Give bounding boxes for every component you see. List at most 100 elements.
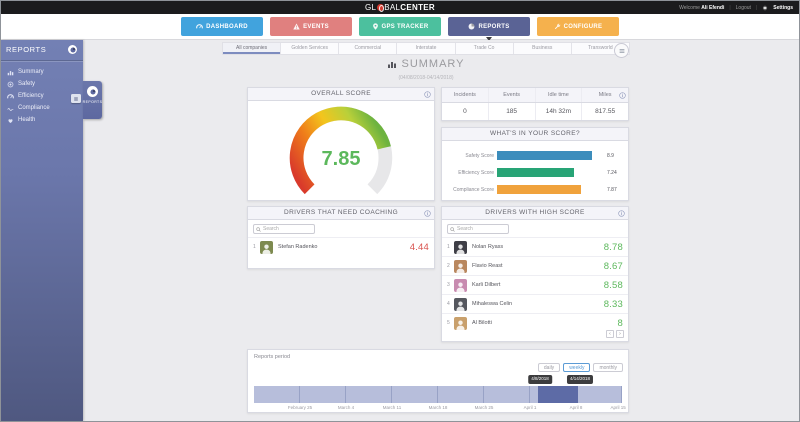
tab-commercial[interactable]: Commercial	[339, 43, 398, 54]
sidebar-pin-button[interactable]	[71, 94, 81, 103]
tab-all-companies[interactable]: All companies	[223, 43, 282, 54]
axis-label: February 25	[287, 405, 313, 410]
driver-rank: 1	[447, 244, 450, 250]
reports-flyout-tab[interactable]: REPORTS	[83, 81, 102, 119]
bar-label: Compliance Score	[453, 186, 494, 193]
tab-golden-services[interactable]: Golden Services	[281, 43, 340, 54]
coaching-driver-list: 1 Stefan Radenko 4.44	[248, 237, 434, 256]
driver-rank: 3	[447, 282, 450, 288]
stats-value-row: 0 185 14h 32m 817.55	[442, 103, 628, 120]
wrench-icon	[554, 23, 561, 30]
info-icon[interactable]	[618, 210, 625, 217]
divider: |	[755, 4, 758, 11]
stats-header: Miles	[581, 88, 628, 102]
overall-score-card: OVERALL SCORE	[247, 87, 435, 201]
stats-value: 14h 32m	[534, 103, 582, 120]
driver-row[interactable]: 5 Al Bilotti 8	[442, 313, 628, 332]
info-icon[interactable]	[619, 92, 626, 99]
bar-track	[497, 185, 604, 194]
nav-dashboard[interactable]: DASHBOARD	[181, 17, 263, 36]
high-score-card: DRIVERS WITH HIGH SCORE 1 Nolan Ryass 8.78…	[441, 206, 629, 342]
username: Ali Efendi	[701, 4, 725, 11]
card-header: DRIVERS WITH HIGH SCORE	[442, 207, 628, 220]
selected-range[interactable]	[538, 386, 579, 403]
high-score-search-input[interactable]	[457, 226, 506, 232]
bar-track	[497, 168, 604, 177]
period-button-weekly[interactable]: weekly	[563, 363, 591, 372]
logout-link[interactable]: Logout	[735, 4, 751, 11]
reports-icon	[68, 45, 77, 54]
period-buttons: daily weekly monthly	[537, 363, 623, 372]
nav-label: GPS TRACKER	[381, 23, 429, 30]
page-title: SUMMARY	[387, 58, 464, 70]
avatar	[454, 297, 467, 311]
stats-value: 817.55	[581, 103, 628, 120]
pager-button[interactable]: ›	[616, 330, 624, 338]
card-title: DRIVERS WITH HIGH SCORE	[485, 209, 585, 216]
axis-label: April 8	[569, 405, 583, 410]
period-button-daily[interactable]: daily	[537, 363, 561, 372]
driver-rank: 5	[447, 320, 450, 326]
nav-reports[interactable]: REPORTS	[448, 17, 530, 41]
info-icon[interactable]	[424, 210, 431, 217]
sidebar-item-compliance[interactable]: Compliance	[1, 102, 83, 114]
driver-row[interactable]: 1 Nolan Ryass 8.78	[442, 237, 628, 256]
info-icon[interactable]	[424, 91, 431, 98]
bar-label: Efficiency Score	[458, 169, 494, 176]
driver-row[interactable]: 1 Stefan Radenko 4.44	[248, 237, 434, 256]
pager-button[interactable]: ‹	[606, 330, 614, 338]
sidebar-item-health[interactable]: Health	[1, 114, 83, 126]
tab-interstate[interactable]: Interstate	[397, 43, 456, 54]
sidebar-item-safety[interactable]: Safety	[1, 78, 83, 90]
driver-name: Karli Dilbert	[472, 282, 501, 288]
axis-label: March 18	[428, 405, 448, 410]
stats-value: 185	[487, 103, 535, 120]
gauge-svg: 7.85	[289, 106, 393, 194]
heart-icon	[7, 117, 14, 124]
settings-link[interactable]: Settings	[773, 4, 793, 11]
sidebar-item-label: Summary	[18, 69, 44, 75]
card-title: DRIVERS THAT NEED COACHING	[283, 209, 399, 216]
content-area: REPORTS Summary Safety Efficiency Complianc…	[1, 40, 799, 421]
driver-score: 8	[617, 317, 623, 329]
sidebar-item-efficiency[interactable]: Efficiency	[1, 90, 83, 102]
sidebar-item-label: Compliance	[18, 105, 50, 111]
sidebar-menu: Summary Safety Efficiency Compliance Health	[1, 66, 83, 126]
divider: |	[729, 4, 731, 11]
summary-heading: SUMMARY (04/08/2018-04/14/2018)	[222, 56, 630, 81]
nav-events[interactable]: EVENTS	[270, 17, 352, 36]
user-menu: Welcome Ali Efendi | Logout | Settings	[679, 1, 793, 14]
search-box	[253, 224, 315, 234]
nav-gps-tracker[interactable]: GPS TRACKER	[359, 17, 441, 36]
sidebar-title: REPORTS	[6, 45, 47, 54]
period-button-monthly[interactable]: monthly	[593, 363, 623, 372]
coaching-search-input[interactable]	[263, 226, 312, 232]
timeline-band[interactable]	[254, 386, 622, 403]
lines-icon	[73, 96, 79, 102]
stats-header: Idle time	[534, 88, 582, 102]
gear-icon	[762, 5, 768, 11]
tab-trade-co[interactable]: Trade Co	[455, 43, 514, 54]
sidebar-item-summary[interactable]: Summary	[1, 66, 83, 78]
driver-name: Nolan Ryass	[472, 244, 504, 250]
flyout-label: REPORTS	[82, 100, 103, 104]
tab-transworld[interactable]: Transworld	[571, 43, 629, 54]
warning-icon	[293, 23, 300, 30]
driver-row[interactable]: 2 Flavio Reast 8.67	[442, 256, 628, 275]
tab-business[interactable]: Business	[513, 43, 572, 54]
period-label: Reports period	[254, 354, 291, 360]
sidebar-item-label: Safety	[18, 81, 36, 87]
reports-period-card: Reports period daily weekly monthly 4/8/20…	[247, 349, 629, 413]
card-header: DRIVERS THAT NEED COACHING	[248, 207, 434, 220]
nav-configure[interactable]: CONFIGURE	[537, 17, 619, 36]
logo-mid: BAL	[384, 3, 401, 12]
bar-value: 7.24	[607, 169, 617, 176]
bar-value: 7.87	[607, 186, 617, 193]
sidebar-header: REPORTS	[1, 40, 83, 58]
score-breakdown-card: WHAT'S IN YOUR SCORE? Safety Score 8.9 Eff…	[441, 127, 629, 201]
export-button[interactable]	[614, 43, 629, 58]
driver-row[interactable]: 4 Mihaleswa Celin 8.33	[442, 294, 628, 313]
driver-row[interactable]: 3 Karli Dilbert 8.58	[442, 275, 628, 294]
score-gauge: 7.85	[248, 101, 434, 201]
